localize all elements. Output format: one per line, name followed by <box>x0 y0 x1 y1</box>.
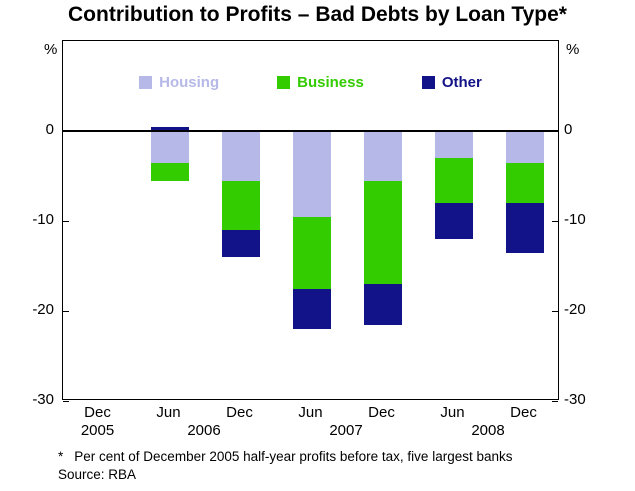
legend: Housing Business Other <box>63 74 558 91</box>
y-tick-left-2 <box>63 310 69 312</box>
bar-jun-2006-housing <box>150 131 189 163</box>
x-tick-label-6: Dec <box>510 404 537 421</box>
bar-jun-2008-business <box>434 158 473 203</box>
footnote-marker: * <box>58 449 64 464</box>
bar-dec-2007-other <box>363 284 402 325</box>
x-year-label-2006: 2006 <box>187 422 221 439</box>
legend-label-housing: Housing <box>159 74 220 91</box>
bar-dec-2008-other <box>505 203 544 253</box>
legend-item-business: Business <box>277 74 364 91</box>
y-tick-label-right-1: -10 <box>564 211 586 228</box>
bar-jun-2007-housing <box>292 131 331 217</box>
bar-dec-2008-housing <box>505 131 544 163</box>
y-axis-unit-left: % <box>44 41 58 58</box>
bar-dec-2006-business <box>221 180 260 230</box>
y-tick-right-2 <box>552 310 558 312</box>
y-axis-unit-right: % <box>566 41 580 58</box>
y-tick-label-left-2: -20 <box>32 301 54 318</box>
x-tick-label-2: Dec <box>226 404 253 421</box>
bar-jun-2007-other <box>292 288 331 329</box>
bar-dec-2008-business <box>505 162 544 203</box>
y-tick-label-right-3: -30 <box>564 391 586 408</box>
legend-label-other: Other <box>441 74 482 91</box>
x-year-label-2007: 2007 <box>329 422 363 439</box>
y-tick-label-left-3: -30 <box>32 391 54 408</box>
y-tick-left-1 <box>63 220 69 222</box>
x-year-label-2008: 2008 <box>471 422 505 439</box>
plot-area: Housing Business Other <box>62 40 559 402</box>
bar-jun-2006-other <box>150 126 189 131</box>
x-tick-label-5: Jun <box>440 404 465 421</box>
x-tick-label-0: Dec <box>84 404 111 421</box>
x-tick-label-4: Dec <box>368 404 395 421</box>
source-note: Source: RBA <box>58 467 137 482</box>
legend-item-other: Other <box>421 74 482 91</box>
footnote: * Per cent of December 2005 half-year pro… <box>58 449 513 464</box>
y-tick-label-right-0: 0 <box>564 121 573 138</box>
bar-dec-2007-business <box>363 180 402 284</box>
x-tick-label-1: Jun <box>156 404 181 421</box>
bar-dec-2006-other <box>221 230 260 257</box>
y-tick-right-1 <box>552 220 558 222</box>
y-tick-label-left-1: -10 <box>32 211 54 228</box>
other-swatch-icon <box>421 76 435 89</box>
legend-item-housing: Housing <box>139 74 219 91</box>
y-tick-label-right-2: -20 <box>564 301 586 318</box>
bar-dec-2006-housing <box>221 131 260 181</box>
business-swatch-icon <box>277 76 291 89</box>
y-tick-label-left-0: 0 <box>45 121 54 138</box>
x-year-label-2005: 2005 <box>80 422 115 439</box>
bar-jun-2008-housing <box>434 131 473 158</box>
zero-axis-line <box>63 130 558 132</box>
bar-jun-2007-business <box>292 216 331 289</box>
bar-jun-2006-business <box>150 162 189 181</box>
x-tick-label-3: Jun <box>298 404 323 421</box>
y-tick-left-3 <box>63 400 69 402</box>
chart-title: Contribution to Profits – Bad Debts by L… <box>68 3 567 26</box>
legend-label-business: Business <box>297 74 364 91</box>
bar-jun-2008-other <box>434 203 473 239</box>
y-tick-right-3 <box>552 400 558 402</box>
housing-swatch-icon <box>139 76 153 89</box>
footnote-text: Per cent of December 2005 half-year prof… <box>74 449 513 464</box>
bar-dec-2007-housing <box>363 131 402 181</box>
